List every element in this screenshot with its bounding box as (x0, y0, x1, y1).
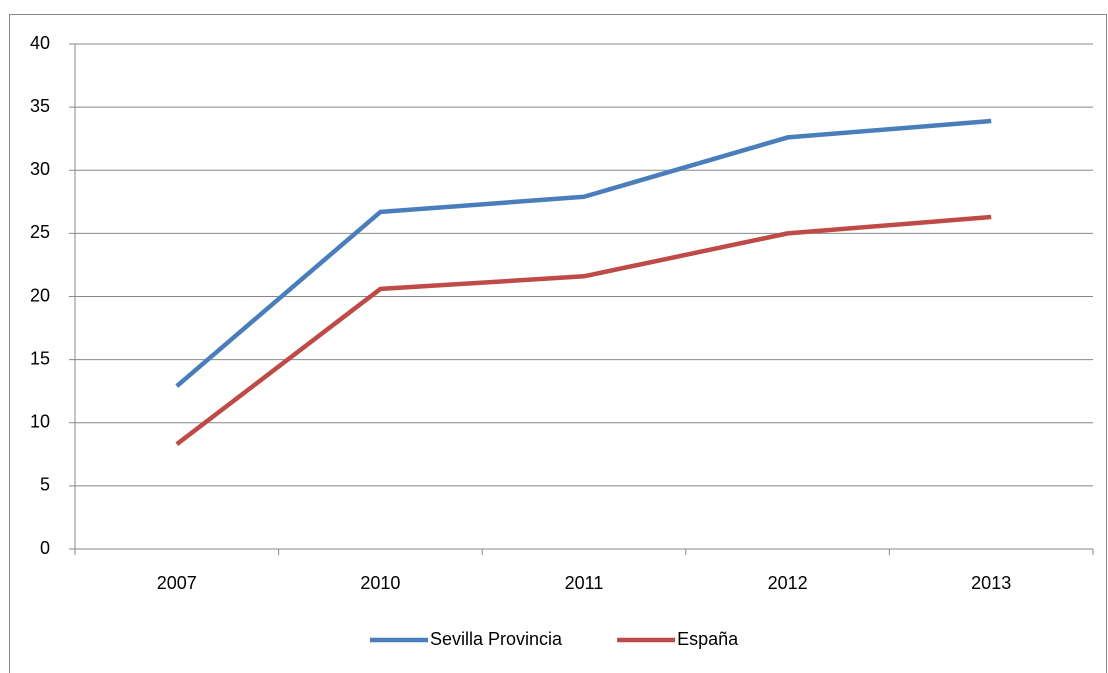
y-tick-label: 25 (30, 222, 50, 242)
y-tick-label: 40 (30, 33, 50, 53)
x-tick-label: 2007 (157, 573, 197, 593)
y-tick-label: 15 (30, 348, 50, 368)
x-tick-label: 2013 (971, 573, 1011, 593)
legend-label: España (677, 629, 739, 649)
series-line (175, 214, 992, 447)
legend-label: Sevilla Provincia (430, 629, 563, 649)
x-tick-label: 2011 (565, 573, 604, 593)
y-tick-label: 35 (30, 96, 50, 116)
y-tick-label: 10 (30, 412, 50, 432)
x-tick-label: 2012 (768, 573, 808, 593)
y-tick-label: 5 (40, 475, 50, 495)
y-tick-label: 30 (30, 159, 50, 179)
chart-border (9, 14, 1107, 673)
y-tick-label: 0 (40, 538, 50, 558)
series-line (175, 118, 992, 388)
x-tick-label: 2010 (360, 573, 400, 593)
y-tick-label: 20 (30, 285, 50, 305)
